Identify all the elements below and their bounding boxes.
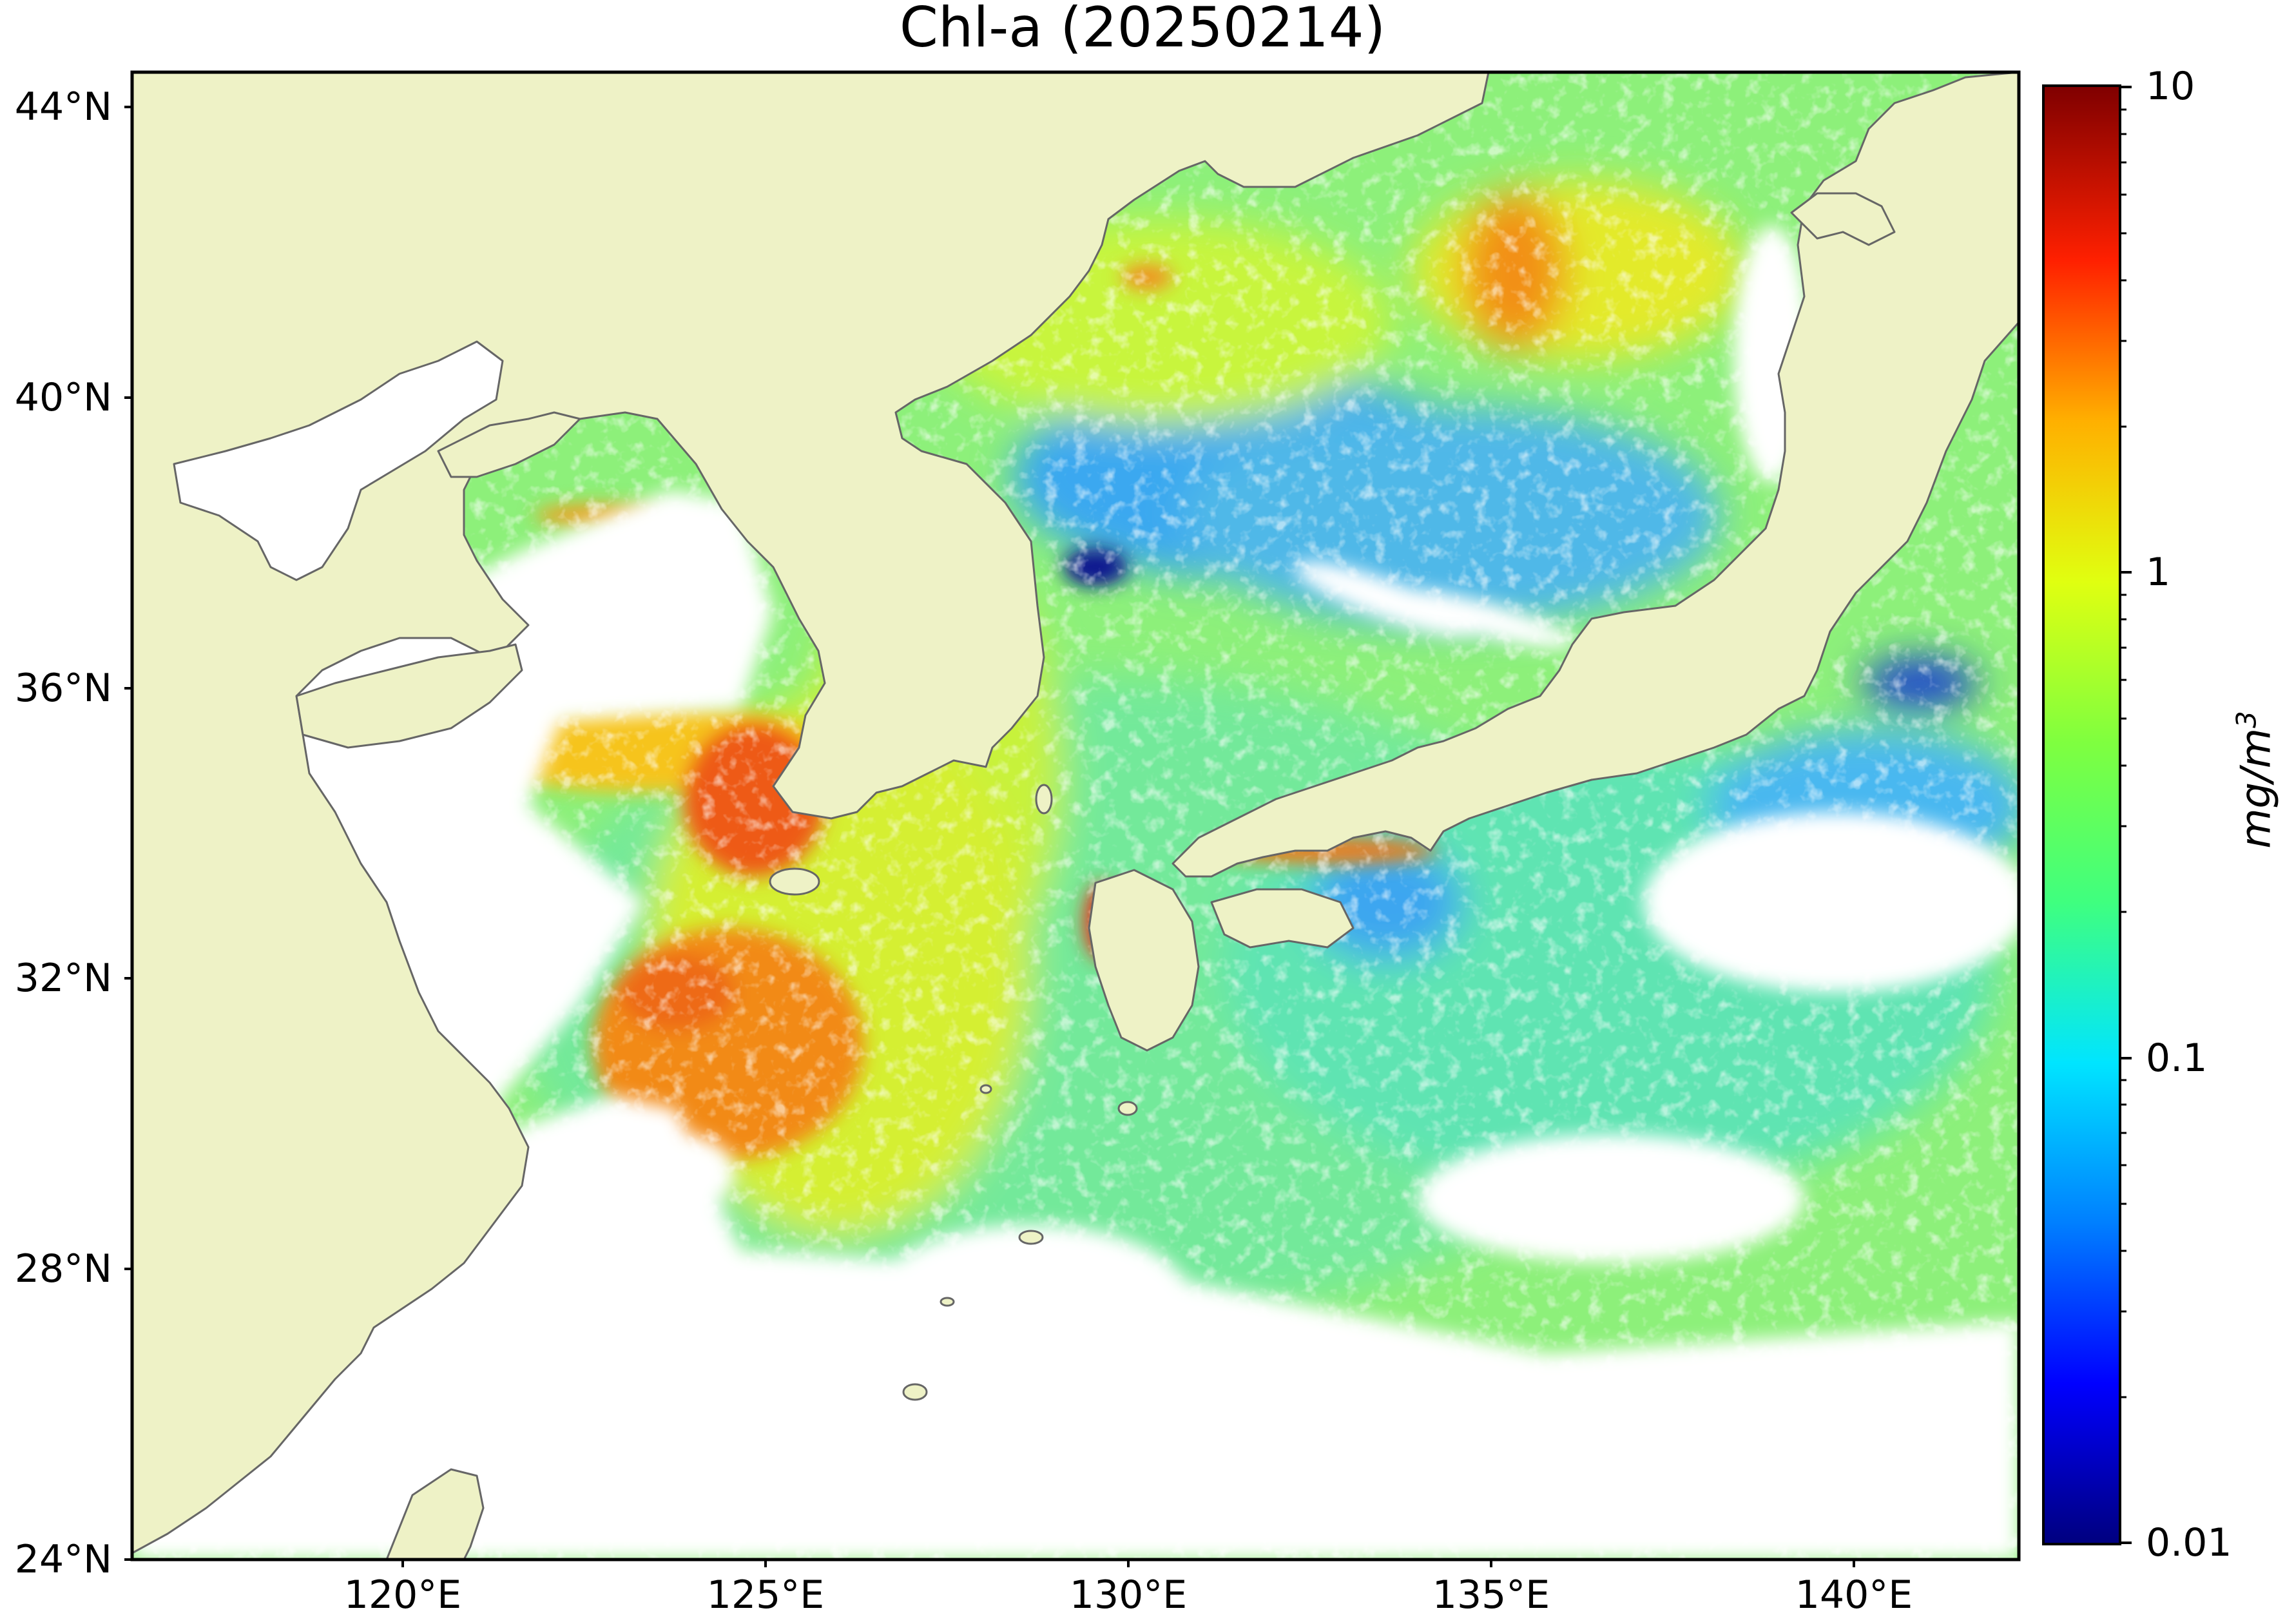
colorbar-gradient xyxy=(2043,86,2120,1544)
colorbar-tick-0.1: 0.1 xyxy=(2146,1036,2208,1081)
lat-label-36: 36°N xyxy=(14,666,112,711)
map-frame xyxy=(130,70,2021,1561)
lon-label-120: 120°E xyxy=(343,1572,462,1618)
lon-label-135: 135°E xyxy=(1432,1572,1550,1618)
lat-label-40: 40°N xyxy=(14,375,112,420)
unit-base: mg/m xyxy=(2232,728,2280,849)
lon-label-140: 140°E xyxy=(1795,1572,1913,1618)
colorbar-tick-10: 10 xyxy=(2146,64,2195,109)
lon-label-125: 125°E xyxy=(706,1572,825,1618)
land xyxy=(132,72,2019,1560)
lat-label-24: 24°N xyxy=(14,1537,112,1582)
colorbar-unit-label: mg/m3 xyxy=(2230,711,2280,849)
unit-exponent: 3 xyxy=(2230,711,2262,728)
colorbar-tick-0.01: 0.01 xyxy=(2146,1520,2232,1565)
lat-label-28: 28°N xyxy=(14,1246,112,1291)
colorbar-minor-ticks xyxy=(2120,108,2126,1398)
map-title: Chl-a (20250214) xyxy=(899,0,1386,60)
lat-label-32: 32°N xyxy=(14,956,112,1001)
colorbar-tick-1: 1 xyxy=(2146,550,2171,595)
lon-label-130: 130°E xyxy=(1069,1572,1188,1618)
lat-label-44: 44°N xyxy=(14,84,112,130)
